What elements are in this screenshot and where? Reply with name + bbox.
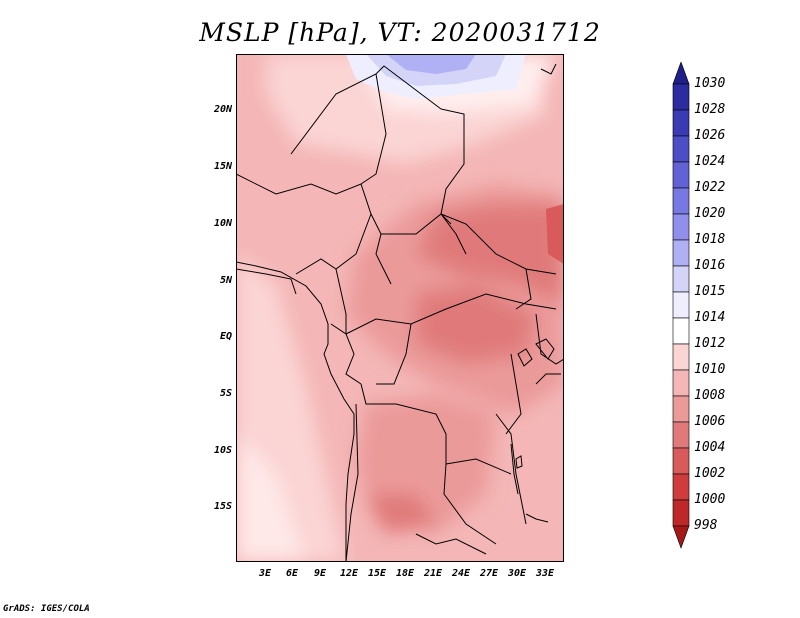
pressure-1004-east bbox=[416, 204, 564, 304]
colorbar-label: 1012 bbox=[694, 336, 726, 351]
colorbar-top-arrow bbox=[672, 62, 690, 85]
lat-label-eq: EQ bbox=[219, 331, 232, 342]
colorbar-segment bbox=[672, 473, 690, 501]
lon-label-27e: 27E bbox=[479, 568, 499, 579]
colorbar-label: 1020 bbox=[694, 206, 726, 221]
colorbar-label: 1026 bbox=[694, 128, 726, 143]
lat-label-15n: 15N bbox=[213, 161, 232, 172]
lon-label-18e: 18E bbox=[395, 568, 415, 579]
mslp-map bbox=[236, 54, 564, 562]
lon-label-21e: 21E bbox=[423, 568, 443, 579]
coastline bbox=[236, 261, 355, 562]
colorbar-segment bbox=[672, 239, 690, 267]
lat-label-20n: 20N bbox=[213, 104, 232, 115]
colorbar-label: 1010 bbox=[694, 362, 726, 377]
colorbar-label: 1015 bbox=[694, 284, 726, 299]
colorbar-segment bbox=[672, 135, 690, 163]
colorbar-segment bbox=[672, 499, 690, 527]
lon-label-12e: 12E bbox=[339, 568, 359, 579]
colorbar-segment bbox=[672, 395, 690, 423]
lat-label-15s: 15S bbox=[213, 501, 232, 512]
colorbar-segment bbox=[672, 265, 690, 293]
lakes bbox=[510, 338, 555, 523]
colorbar-bottom-arrow bbox=[672, 525, 690, 549]
grads-credit: GrADS: IGES/COLA bbox=[3, 604, 90, 614]
country-borders bbox=[236, 63, 564, 562]
colorbar-label: 1022 bbox=[694, 180, 726, 195]
lat-label-5n: 5N bbox=[219, 275, 232, 286]
colorbar-label: 1030 bbox=[694, 76, 726, 91]
colorbar-label: 1004 bbox=[694, 440, 726, 455]
lat-label-5s: 5S bbox=[219, 388, 232, 399]
lon-label-9e: 9E bbox=[313, 568, 327, 579]
lon-label-30e: 30E bbox=[507, 568, 527, 579]
pressure-1014-sw bbox=[236, 434, 306, 562]
colorbar-segment bbox=[672, 213, 690, 241]
lon-label-15e: 15E bbox=[367, 568, 387, 579]
colorbar-segment bbox=[672, 343, 690, 371]
map-frame bbox=[236, 54, 564, 562]
colorbar-label: 1014 bbox=[694, 310, 726, 325]
colorbar-segment bbox=[672, 291, 690, 319]
colorbar-label: 1018 bbox=[694, 232, 726, 247]
colorbar-segment bbox=[672, 447, 690, 475]
colorbar-label: 1006 bbox=[694, 414, 726, 429]
lon-label-6e: 6E bbox=[285, 568, 299, 579]
colorbar-segment bbox=[672, 369, 690, 397]
colorbar bbox=[672, 62, 690, 549]
lon-label-3e: 3E bbox=[258, 568, 272, 579]
colorbar-label: 1008 bbox=[694, 388, 726, 403]
colorbar-segment bbox=[672, 109, 690, 137]
pressure-1004-south bbox=[366, 494, 436, 534]
pressure-high-1018 bbox=[386, 54, 476, 74]
colorbar-label: 1028 bbox=[694, 102, 726, 117]
colorbar-label: 1024 bbox=[694, 154, 726, 169]
colorbar-label: 1002 bbox=[694, 466, 726, 481]
lon-label-24e: 24E bbox=[451, 568, 471, 579]
colorbar-segment bbox=[672, 317, 690, 345]
colorbar-label: 1016 bbox=[694, 258, 726, 273]
colorbar-segment bbox=[672, 187, 690, 215]
pressure-1002-core bbox=[546, 204, 564, 264]
colorbar-label: 998 bbox=[694, 518, 718, 533]
colorbar-segment bbox=[672, 421, 690, 449]
colorbar-segment bbox=[672, 161, 690, 189]
colorbar-label: 1000 bbox=[694, 492, 726, 507]
chart-title: MSLP [hPa], VT: 2020031712 bbox=[199, 18, 601, 47]
lat-label-10s: 10S bbox=[213, 445, 232, 456]
colorbar-segment bbox=[672, 83, 690, 111]
lat-label-10n: 10N bbox=[213, 218, 232, 229]
lon-label-33e: 33E bbox=[535, 568, 555, 579]
pressure-1004-congo bbox=[416, 284, 536, 364]
